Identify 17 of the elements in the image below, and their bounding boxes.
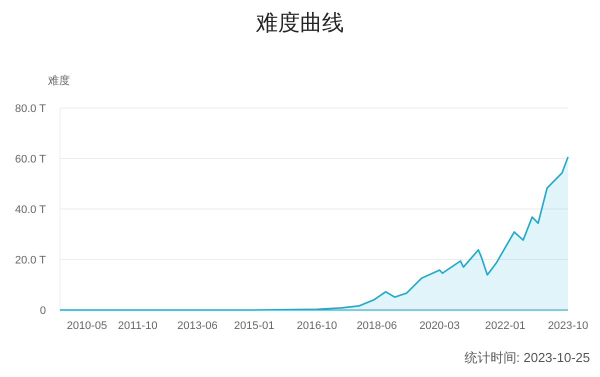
- x-tick-label: 2010-05: [66, 320, 108, 332]
- text: 统计时间: 2023-10-25: [464, 350, 590, 365]
- y-tick-label: 0: [40, 305, 46, 317]
- x-tick-label: 2018-06: [356, 320, 397, 332]
- x-tick-label: 2011-10: [118, 320, 158, 332]
- x-tick-label: 2020-03: [419, 320, 460, 332]
- x-tick-label: 2023-10: [548, 320, 588, 332]
- y-tick-label: 20.0 T: [15, 254, 46, 266]
- y-axis-title: 难度: [48, 74, 70, 87]
- x-tick-label: 2016-10: [296, 320, 338, 332]
- x-tick-label: 2013-06: [177, 320, 218, 332]
- x-tick-label: 2022-01: [485, 320, 526, 332]
- chart-title: 难度曲线: [255, 10, 344, 35]
- y-tick-label: 80.0 T: [15, 103, 46, 115]
- y-tick-label: 40.0 T: [15, 204, 46, 216]
- y-tick-label: 60.0 T: [15, 154, 46, 166]
- x-tick-label: 2015-01: [234, 320, 274, 332]
